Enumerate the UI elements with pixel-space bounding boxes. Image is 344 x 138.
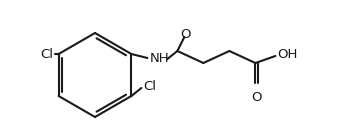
Text: O: O [251, 91, 262, 104]
Text: NH: NH [149, 52, 169, 66]
Text: Cl: Cl [143, 79, 157, 92]
Text: OH: OH [277, 48, 298, 62]
Text: Cl: Cl [41, 47, 54, 60]
Text: O: O [180, 29, 191, 42]
